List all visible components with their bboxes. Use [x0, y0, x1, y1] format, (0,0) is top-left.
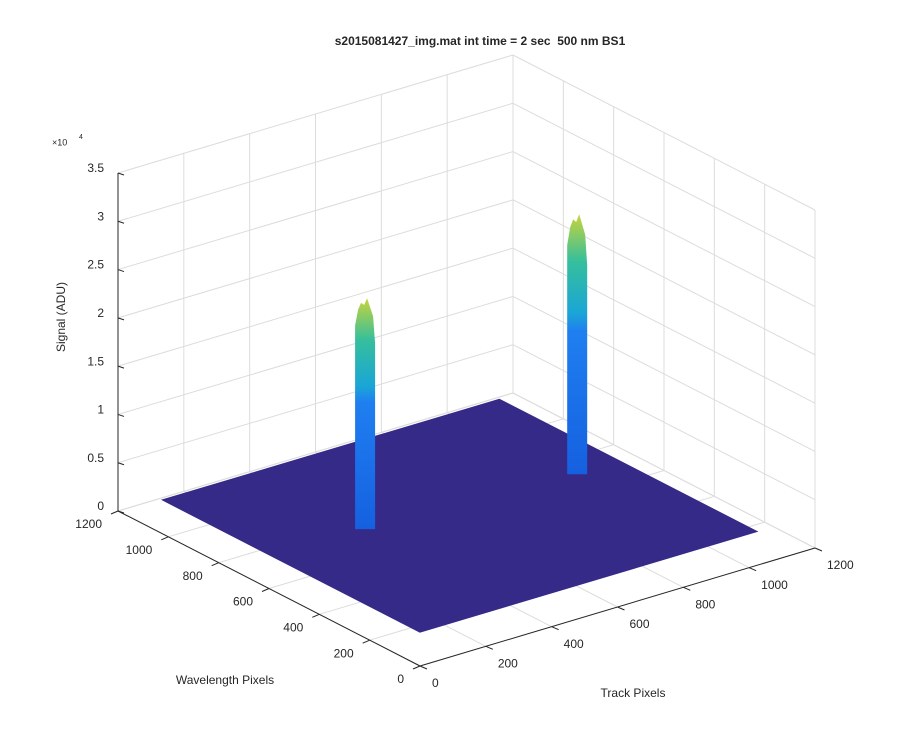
y-tick-label: 400 [283, 621, 303, 635]
z-multiplier-power: 4 [79, 134, 83, 141]
z-tick [117, 365, 125, 369]
z-tick [117, 172, 125, 176]
z-tick-label: 3 [97, 209, 104, 223]
z-tick-label: 0.5 [87, 451, 104, 465]
z-tick [117, 317, 125, 321]
y-tick [312, 613, 320, 618]
y-tick-label: 1000 [126, 543, 153, 557]
z-tick-label: 1 [97, 403, 104, 417]
z-tick [117, 269, 125, 273]
z-tick-label: 2 [97, 306, 104, 320]
z-tick-label: 3.5 [87, 161, 104, 175]
z-tick-label: 2.5 [87, 258, 104, 272]
data-layer [160, 214, 759, 633]
x-tick [683, 586, 691, 591]
z-tick-label: 0 [97, 499, 104, 513]
x-tick-label: 200 [498, 657, 518, 671]
y-tick [211, 562, 219, 567]
peak [355, 298, 376, 530]
y-tick [362, 639, 370, 644]
z-tick-label: 1.5 [87, 354, 104, 368]
grid-line [117, 392, 514, 512]
x-tick-label: 400 [564, 637, 584, 651]
z-tick [117, 462, 125, 466]
x-tick [551, 626, 559, 631]
x-tick-label: 1000 [761, 578, 788, 592]
y-tick [412, 665, 421, 670]
x-tick [485, 645, 494, 650]
x-tick-label: 600 [630, 617, 650, 631]
y-tick [261, 588, 270, 592]
y-axis [117, 510, 421, 667]
y-tick [110, 510, 119, 515]
axis-layer: 0 0.5 1 1.5 2 2.5 3 3.5 0 200 400 600 800 1000 1200 0 20… [75, 161, 854, 690]
y-tick-label: 1200 [75, 517, 102, 531]
z-tick [117, 413, 125, 417]
chart-title: s2015081427_img.mat int time = 2 sec 500… [335, 34, 626, 48]
x-tick-label: 1200 [827, 558, 854, 572]
y-tick-label: 200 [334, 646, 354, 660]
y-tick-label: 0 [397, 672, 404, 686]
y-tick [161, 536, 169, 541]
y-axis-label: Wavelength Pixels [176, 673, 274, 687]
x-axis-label: Track Pixels [601, 686, 666, 700]
surface-plane [160, 398, 759, 633]
x-tick [617, 606, 625, 611]
peak [567, 214, 588, 475]
x-tick [419, 665, 428, 670]
x-tick [814, 547, 823, 552]
x-tick-label: 0 [432, 676, 439, 690]
y-tick-label: 800 [183, 569, 203, 583]
y-tick-label: 600 [233, 595, 253, 609]
x-axis [419, 547, 816, 667]
z-tick [117, 220, 125, 224]
z-multiplier: ×10 [52, 137, 67, 147]
x-tick-label: 800 [695, 598, 715, 612]
x-tick [748, 567, 757, 572]
z-axis-label: Signal (ADU) [54, 282, 68, 352]
